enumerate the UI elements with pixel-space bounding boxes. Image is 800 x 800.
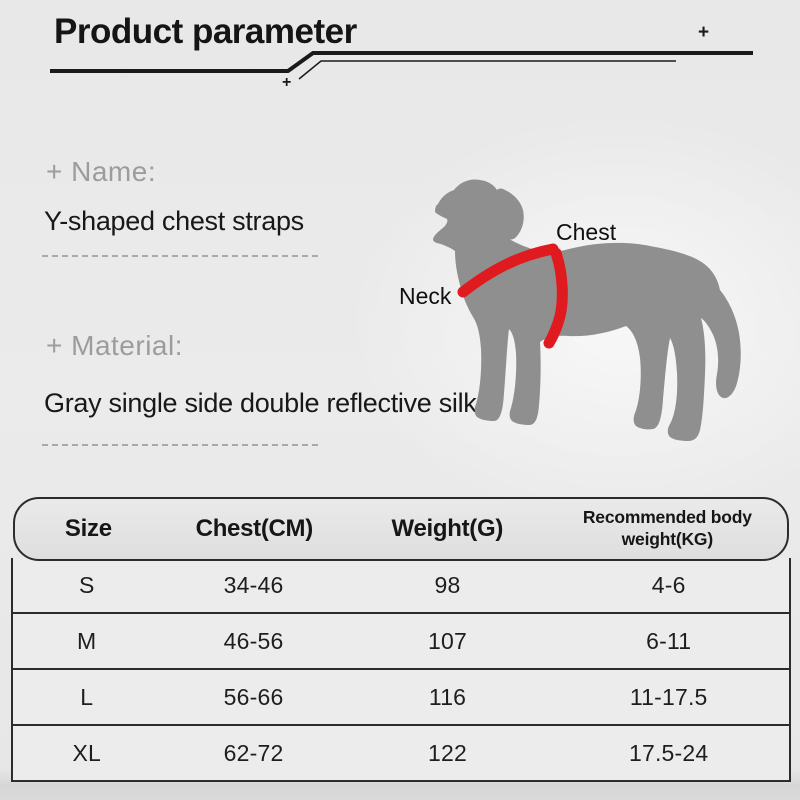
- cell-weight: 107: [428, 627, 468, 654]
- table-header-row: Size Chest(CM) Weight(G) Recommended bod…: [13, 497, 789, 561]
- page-title: Product parameter: [54, 12, 357, 51]
- material-divider: [42, 444, 318, 446]
- material-label: + Material:: [46, 330, 183, 361]
- cell-size: M: [77, 627, 97, 654]
- material-value: Gray single side double reflective silk: [44, 388, 477, 418]
- header-weight: Weight(G): [391, 515, 504, 542]
- table-row: L 56-66 116 11-17.5: [13, 668, 789, 724]
- table-row: M 46-56 107 6-11: [13, 612, 789, 668]
- cell-body-weight: 6-11: [646, 627, 692, 654]
- cell-size: XL: [72, 739, 101, 766]
- title-divider-lines: [50, 51, 753, 80]
- cell-chest: 46-56: [223, 627, 284, 654]
- cell-chest: 34-46: [223, 571, 284, 598]
- harness-neck-strap: [457, 243, 559, 298]
- cell-body-weight: 4-6: [651, 571, 686, 598]
- header-recommended-weight: Recommended body weight(KG): [582, 507, 752, 549]
- cell-body-weight: 17.5-24: [628, 739, 709, 766]
- cell-body-weight: 11-17.5: [629, 683, 708, 710]
- cell-weight: 122: [428, 739, 468, 766]
- dog-silhouette: [433, 179, 741, 441]
- cell-chest: 62-72: [223, 739, 284, 766]
- table-row: XL 62-72 122 17.5-24: [13, 724, 789, 780]
- table-body: S 34-46 98 4-6 M 46-56 107 6-11 L 56-66 …: [11, 558, 791, 782]
- dog-body-shape: [433, 179, 741, 441]
- plus-icon: +: [698, 22, 710, 43]
- table-row: S 34-46 98 4-6: [13, 558, 789, 612]
- cell-size: S: [78, 571, 95, 598]
- harness-chest-strap: [543, 247, 568, 349]
- cell-weight: 98: [434, 571, 461, 598]
- neck-strap-label: Neck: [399, 283, 452, 309]
- plus-icon: +: [282, 74, 292, 91]
- cell-weight: 116: [428, 683, 467, 710]
- name-divider: [42, 255, 318, 257]
- cell-size: L: [80, 683, 94, 710]
- header-chest: Chest(CM): [195, 515, 314, 542]
- header-size: Size: [64, 515, 112, 542]
- size-chart-table: Size Chest(CM) Weight(G) Recommended bod…: [11, 497, 791, 782]
- chest-strap-label: Chest: [556, 219, 617, 245]
- name-value: Y-shaped chest straps: [44, 206, 304, 236]
- cell-chest: 56-66: [223, 683, 284, 710]
- name-label: + Name:: [46, 156, 157, 187]
